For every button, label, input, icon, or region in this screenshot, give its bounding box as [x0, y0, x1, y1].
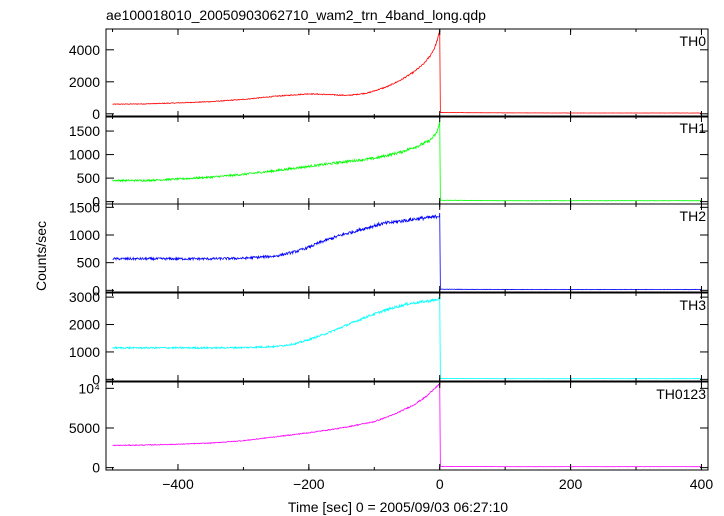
- x-tick-label: 400: [690, 476, 714, 492]
- x-axis: −400 −200 0 200 400: [162, 476, 713, 492]
- x-tick-label: 0: [436, 476, 444, 492]
- y-axis-label: Counts/sec: [33, 221, 49, 291]
- panel-frame: [105, 28, 709, 118]
- panel-label-th0: TH0: [680, 33, 707, 49]
- y-tick-label: 1000: [69, 227, 100, 243]
- panel-th0: 0 2000 4000 TH0: [69, 28, 709, 122]
- y-tick-label: 0: [92, 460, 100, 476]
- y-tick-label: 0: [92, 371, 100, 387]
- y-tick-label: 0: [92, 194, 100, 210]
- panel-frame: [105, 115, 709, 205]
- x-axis-label: Time [sec] 0 = 2005/09/03 06:27:10: [288, 499, 508, 515]
- panel-frame: [105, 292, 709, 382]
- series-th2-line: [112, 212, 702, 291]
- chart-title: ae100018010_20050903062710_wam2_trn_4ban…: [106, 7, 486, 23]
- x-tick-label: −400: [162, 476, 194, 492]
- panel-frame: [105, 203, 709, 293]
- panel-th0123: 0 5000 10⁴ TH0123: [69, 380, 709, 476]
- y-tick-label: 0: [92, 282, 100, 298]
- y-tick-label: 4000: [69, 42, 100, 58]
- y-tick-label: 3000: [69, 289, 100, 305]
- series-th1-line: [112, 120, 702, 202]
- y-tick-label: 1000: [69, 147, 100, 163]
- x-tick-label: −200: [293, 476, 325, 492]
- x-tick-label: 200: [559, 476, 583, 492]
- y-tick-label: 0: [92, 106, 100, 122]
- y-tick-label: 1000: [69, 344, 100, 360]
- panel-label-th0123: TH0123: [656, 386, 706, 402]
- panel-th3: 0 1000 2000 3000 TH3: [69, 289, 709, 387]
- y-tick-label: 1500: [69, 123, 100, 139]
- y-tick-label: 5000: [69, 420, 100, 436]
- panels-group: 0 2000 4000 TH0 0 500 1000 1500 TH1 0 500 1000 1500 T…: [69, 28, 709, 476]
- panel-th1: 0 500 1000 1500 TH1: [69, 115, 709, 210]
- series-th0-line: [112, 30, 702, 114]
- panel-th2: 0 500 1000 1500 TH2: [69, 199, 709, 298]
- y-tick-label: 2000: [69, 74, 100, 90]
- y-tick-label: 10⁴: [78, 380, 100, 396]
- panel-label-th2: TH2: [680, 208, 707, 224]
- panel-label-th3: TH3: [680, 297, 707, 313]
- series-th0123-line: [112, 381, 702, 468]
- series-th3-line: [112, 296, 702, 380]
- y-tick-label: 2000: [69, 317, 100, 333]
- y-tick-label: 500: [77, 170, 101, 186]
- y-tick-label: 1500: [69, 199, 100, 215]
- panel-frame: [105, 381, 709, 471]
- y-tick-label: 500: [77, 255, 101, 271]
- panel-label-th1: TH1: [680, 120, 707, 136]
